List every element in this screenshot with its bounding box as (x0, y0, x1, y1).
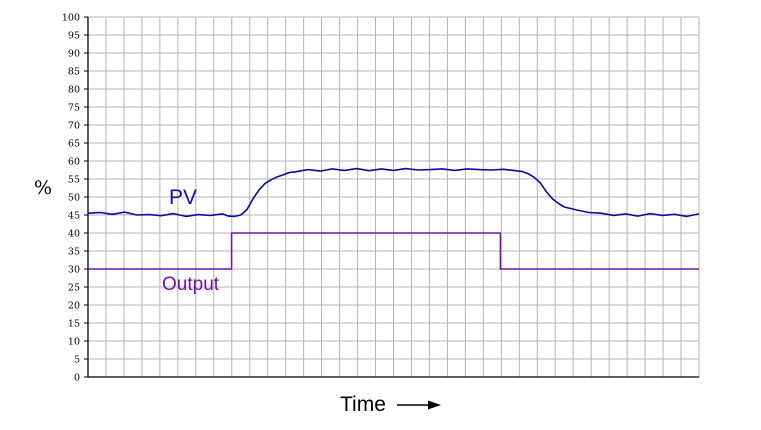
y-tick-label: 0 (74, 373, 80, 384)
time-arrow-icon (397, 400, 441, 410)
y-tick-label: 45 (68, 211, 80, 222)
y-axis-label: % (34, 177, 52, 199)
y-tick-label: 70 (68, 121, 80, 132)
y-tick-label: 35 (68, 247, 80, 258)
output-series-line (88, 232, 699, 270)
y-tick-label: 50 (68, 193, 80, 204)
series-layer (87, 167, 700, 270)
x-axis-label: Time (340, 393, 386, 416)
y-tick-label: 15 (68, 319, 80, 330)
y-tick-label: 100 (62, 13, 80, 24)
y-tick-labels: 0 5 10 15 20 25 30 35 40 45 50 55 60 65 70 75 80 85 90 95 10… (62, 13, 80, 384)
y-tick-label: 10 (68, 337, 80, 348)
y-tick-label: 20 (68, 301, 80, 312)
y-tick-label: 95 (68, 31, 80, 42)
pv-series-line (87, 167, 700, 218)
y-tick-label: 90 (68, 49, 80, 60)
output-series-label: Output (162, 274, 220, 295)
grid-lines (87, 16, 700, 378)
y-tick-label: 65 (68, 139, 80, 150)
y-tick-label: 30 (68, 265, 80, 276)
y-tick-label: 25 (68, 283, 80, 294)
axes (84, 16, 699, 378)
pv-series-label: PV (169, 186, 197, 209)
y-tick-label: 5 (74, 355, 80, 366)
y-tick-label: 85 (68, 67, 80, 78)
y-tick-label: 60 (68, 157, 80, 168)
y-tick-label: 40 (68, 229, 80, 240)
y-tick-label: 55 (68, 175, 80, 186)
y-tick-label: 80 (68, 85, 80, 96)
y-tick-label: 75 (68, 103, 80, 114)
